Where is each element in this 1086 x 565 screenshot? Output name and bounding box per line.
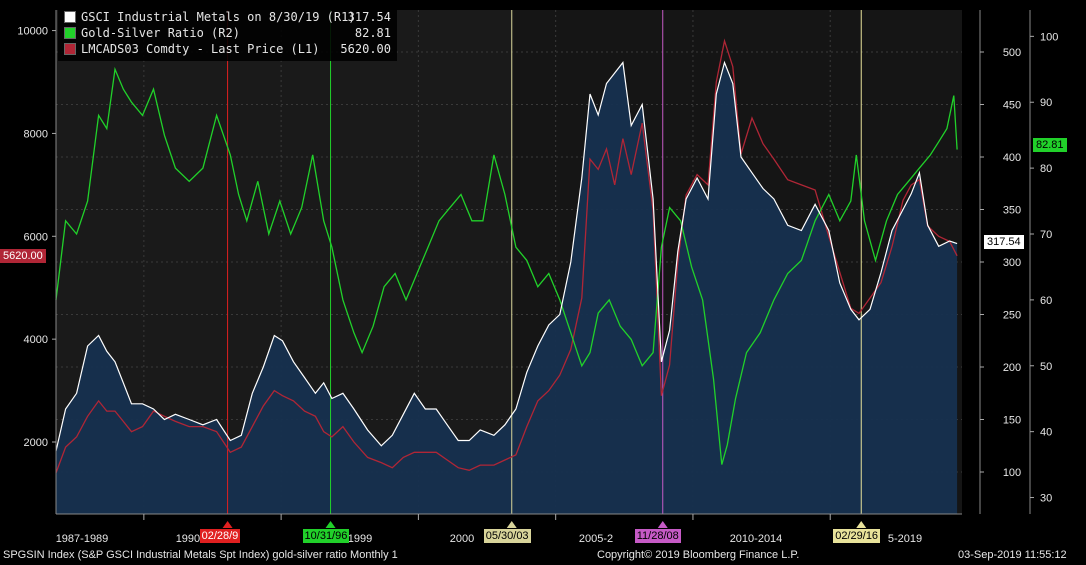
event-date-label: 10/31/96 bbox=[302, 529, 350, 543]
legend-label-gsci: GSCI Industrial Metals on 8/30/19 (R1) bbox=[81, 10, 356, 24]
r1-tick-label: 450 bbox=[1003, 100, 1021, 112]
legend-entry-gold-silver: Gold-Silver Ratio (R2) 82.81 bbox=[64, 25, 391, 41]
r2-tick-label: 40 bbox=[1040, 427, 1052, 439]
r1-tick-label: 350 bbox=[1003, 205, 1021, 217]
gsci-area bbox=[56, 62, 958, 514]
event-date-label: 05/30/03 bbox=[483, 529, 531, 543]
legend-value-lmcads: 5620.00 bbox=[340, 42, 391, 56]
legend-value-gold-silver: 82.81 bbox=[354, 26, 391, 40]
legend-swatch-lmcads bbox=[64, 43, 76, 55]
legend-label-gold-silver: Gold-Silver Ratio (R2) bbox=[81, 26, 240, 40]
legend-label-lmcads: LMCADS03 Comdty - Last Price (L1) bbox=[81, 42, 320, 56]
gsci-line bbox=[55, 60, 958, 452]
gold-silver-line bbox=[55, 66, 958, 465]
r1-last-value-flag: 317.54 bbox=[984, 235, 1024, 249]
r2-axis-ticks: 30 40 50 60 70 80 90 100 bbox=[1030, 31, 1058, 505]
r1-tick-label: 200 bbox=[1003, 362, 1021, 374]
legend: GSCI Industrial Metals on 8/30/19 (R1) 3… bbox=[58, 6, 397, 61]
series-lines bbox=[55, 38, 958, 474]
left-tick-label: 4000 bbox=[24, 334, 48, 346]
r2-tick-label: 70 bbox=[1040, 229, 1052, 241]
r2-tick-label: 100 bbox=[1040, 31, 1058, 43]
r1-tick-label: 400 bbox=[1003, 152, 1021, 164]
r1-tick-label: 500 bbox=[1003, 47, 1021, 59]
footer-ticker: SPGSIN Index (S&P GSCI Industrial Metals… bbox=[3, 549, 398, 561]
r1-tick-label: 150 bbox=[1003, 415, 1021, 427]
x-axis-label: 2000 bbox=[450, 533, 474, 545]
x-axis-label: 2010-2014 bbox=[730, 533, 783, 545]
legend-entry-lmcads: LMCADS03 Comdty - Last Price (L1) 5620.0… bbox=[64, 41, 391, 57]
event-date-label: 02/28/9 bbox=[199, 529, 241, 543]
left-tick-label: 10000 bbox=[17, 26, 48, 38]
r2-tick-label: 60 bbox=[1040, 295, 1052, 307]
left-tick-label: 8000 bbox=[24, 128, 48, 140]
event-marker-icon bbox=[856, 521, 867, 528]
r2-tick-label: 50 bbox=[1040, 361, 1052, 373]
legend-swatch-gold-silver bbox=[64, 27, 76, 39]
event-date-label: 02/29/16 bbox=[833, 529, 881, 543]
left-tick-label: 6000 bbox=[24, 231, 48, 243]
gsci-area-fill bbox=[56, 62, 958, 514]
x-axis-label: 1987-1989 bbox=[56, 533, 109, 545]
event-lines bbox=[227, 10, 862, 514]
event-marker-icon bbox=[506, 521, 517, 528]
r2-tick-label: 90 bbox=[1040, 97, 1052, 109]
legend-entry-gsci: GSCI Industrial Metals on 8/30/19 (R1) 3… bbox=[64, 9, 391, 25]
event-marker-icon bbox=[657, 521, 668, 528]
r2-last-value-flag: 82.81 bbox=[1033, 138, 1067, 152]
event-date-label: 11/28/08 bbox=[634, 529, 681, 543]
r1-tick-label: 100 bbox=[1003, 467, 1021, 479]
legend-swatch-gsci bbox=[64, 11, 76, 23]
left-axis-ticks: 2000 4000 6000 8000 10000 bbox=[17, 26, 56, 449]
left-last-value-flag: 5620.00 bbox=[0, 249, 46, 263]
r2-tick-label: 80 bbox=[1040, 163, 1052, 175]
footer-copyright: Copyright© 2019 Bloomberg Finance L.P. bbox=[597, 549, 800, 561]
r1-axis-ticks: 100 150 200 250 300 350 400 450 500 bbox=[980, 47, 1021, 479]
lmcads-line bbox=[55, 38, 958, 474]
x-axis-labels: 1987-19891990-1994199920002005-22010-201… bbox=[56, 514, 922, 545]
x-axis-label: 1999 bbox=[348, 533, 372, 545]
x-axis-label: 2005-2 bbox=[579, 533, 613, 545]
r1-tick-label: 300 bbox=[1003, 257, 1021, 269]
r2-tick-label: 30 bbox=[1040, 493, 1052, 505]
x-axis-label: 5-2019 bbox=[888, 533, 922, 545]
event-marker-icon bbox=[222, 521, 233, 528]
footer-timestamp: 03-Sep-2019 11:55:12 bbox=[958, 549, 1067, 561]
r1-tick-label: 250 bbox=[1003, 310, 1021, 322]
footer: SPGSIN Index (S&P GSCI Industrial Metals… bbox=[0, 548, 1086, 565]
legend-value-gsci: 317.54 bbox=[347, 10, 391, 24]
event-marker-icon bbox=[325, 521, 336, 528]
left-tick-label: 2000 bbox=[24, 437, 48, 449]
